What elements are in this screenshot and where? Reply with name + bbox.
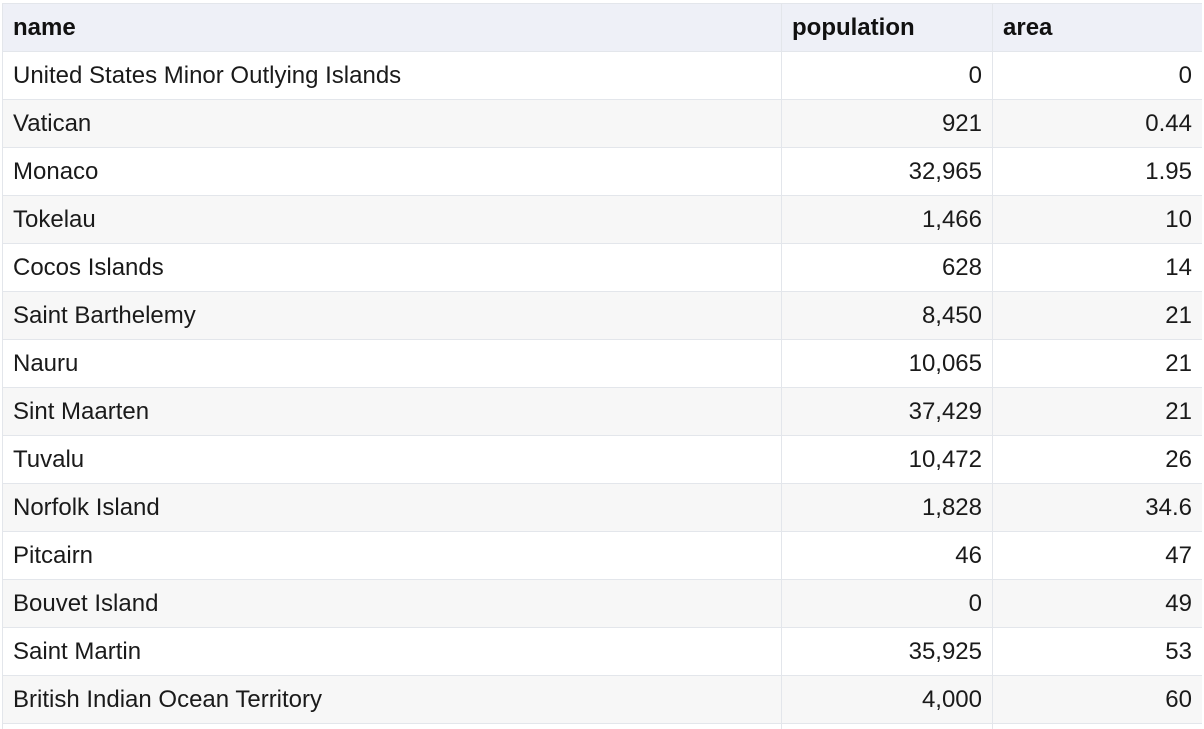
cell-name: Tuvalu <box>2 435 782 484</box>
cell-population: 10,472 <box>781 435 993 484</box>
cell-name: Saint Martin <box>2 627 782 676</box>
cell-area: 1.95 <box>992 147 1202 196</box>
table-row: British Indian Ocean Territory 4,000 60 <box>2 675 1202 724</box>
table-row: Saint Martin 35,925 53 <box>2 627 1202 676</box>
cell-name: Bouvet Island <box>2 579 782 628</box>
table-row: Tuvalu 10,472 26 <box>2 435 1202 484</box>
cell-area: 0.44 <box>992 99 1202 148</box>
cell-population: 37,429 <box>781 387 993 436</box>
cell-area: 53 <box>992 627 1202 676</box>
cell-area: 34.6 <box>992 483 1202 532</box>
cell-name: Vatican <box>2 99 782 148</box>
table-row-partial <box>2 723 1202 729</box>
cell-name: British Indian Ocean Territory <box>2 675 782 724</box>
cell-population <box>781 723 993 729</box>
cell-name: Monaco <box>2 147 782 196</box>
cell-population: 8,450 <box>781 291 993 340</box>
cell-name: Saint Barthelemy <box>2 291 782 340</box>
cell-name: Tokelau <box>2 195 782 244</box>
cell-name: Sint Maarten <box>2 387 782 436</box>
cell-name: Norfolk Island <box>2 483 782 532</box>
cell-population: 35,925 <box>781 627 993 676</box>
table-row: Monaco 32,965 1.95 <box>2 147 1202 196</box>
cell-population: 4,000 <box>781 675 993 724</box>
cell-population: 921 <box>781 99 993 148</box>
table-row: United States Minor Outlying Islands 0 0 <box>2 51 1202 100</box>
table-body: United States Minor Outlying Islands 0 0… <box>2 51 1202 729</box>
cell-name <box>2 723 782 729</box>
table-row: Sint Maarten 37,429 21 <box>2 387 1202 436</box>
table-row: Nauru 10,065 21 <box>2 339 1202 388</box>
cell-name: Cocos Islands <box>2 243 782 292</box>
cell-area: 14 <box>992 243 1202 292</box>
cell-area: 47 <box>992 531 1202 580</box>
header-row: name population area <box>2 3 1202 52</box>
cell-population: 1,828 <box>781 483 993 532</box>
cell-area: 26 <box>992 435 1202 484</box>
cell-name: Nauru <box>2 339 782 388</box>
cell-population: 0 <box>781 579 993 628</box>
table-row: Pitcairn 46 47 <box>2 531 1202 580</box>
column-header-population[interactable]: population <box>781 3 993 52</box>
cell-area: 0 <box>992 51 1202 100</box>
cell-population: 628 <box>781 243 993 292</box>
column-header-area[interactable]: area <box>992 3 1202 52</box>
table-row: Bouvet Island 0 49 <box>2 579 1202 628</box>
cell-population: 0 <box>781 51 993 100</box>
table-row: Saint Barthelemy 8,450 21 <box>2 291 1202 340</box>
cell-area: 10 <box>992 195 1202 244</box>
data-table-container: name population area United States Minor… <box>2 3 1202 729</box>
table-row: Tokelau 1,466 10 <box>2 195 1202 244</box>
cell-population: 46 <box>781 531 993 580</box>
cell-area: 21 <box>992 339 1202 388</box>
cell-name: United States Minor Outlying Islands <box>2 51 782 100</box>
table-row: Norfolk Island 1,828 34.6 <box>2 483 1202 532</box>
cell-area <box>992 723 1202 729</box>
cell-name: Pitcairn <box>2 531 782 580</box>
data-table: name population area United States Minor… <box>2 3 1202 729</box>
cell-area: 21 <box>992 291 1202 340</box>
cell-area: 21 <box>992 387 1202 436</box>
cell-population: 10,065 <box>781 339 993 388</box>
cell-population: 32,965 <box>781 147 993 196</box>
table-row: Cocos Islands 628 14 <box>2 243 1202 292</box>
table-row: Vatican 921 0.44 <box>2 99 1202 148</box>
cell-area: 49 <box>992 579 1202 628</box>
column-header-name[interactable]: name <box>2 3 782 52</box>
cell-area: 60 <box>992 675 1202 724</box>
cell-population: 1,466 <box>781 195 993 244</box>
